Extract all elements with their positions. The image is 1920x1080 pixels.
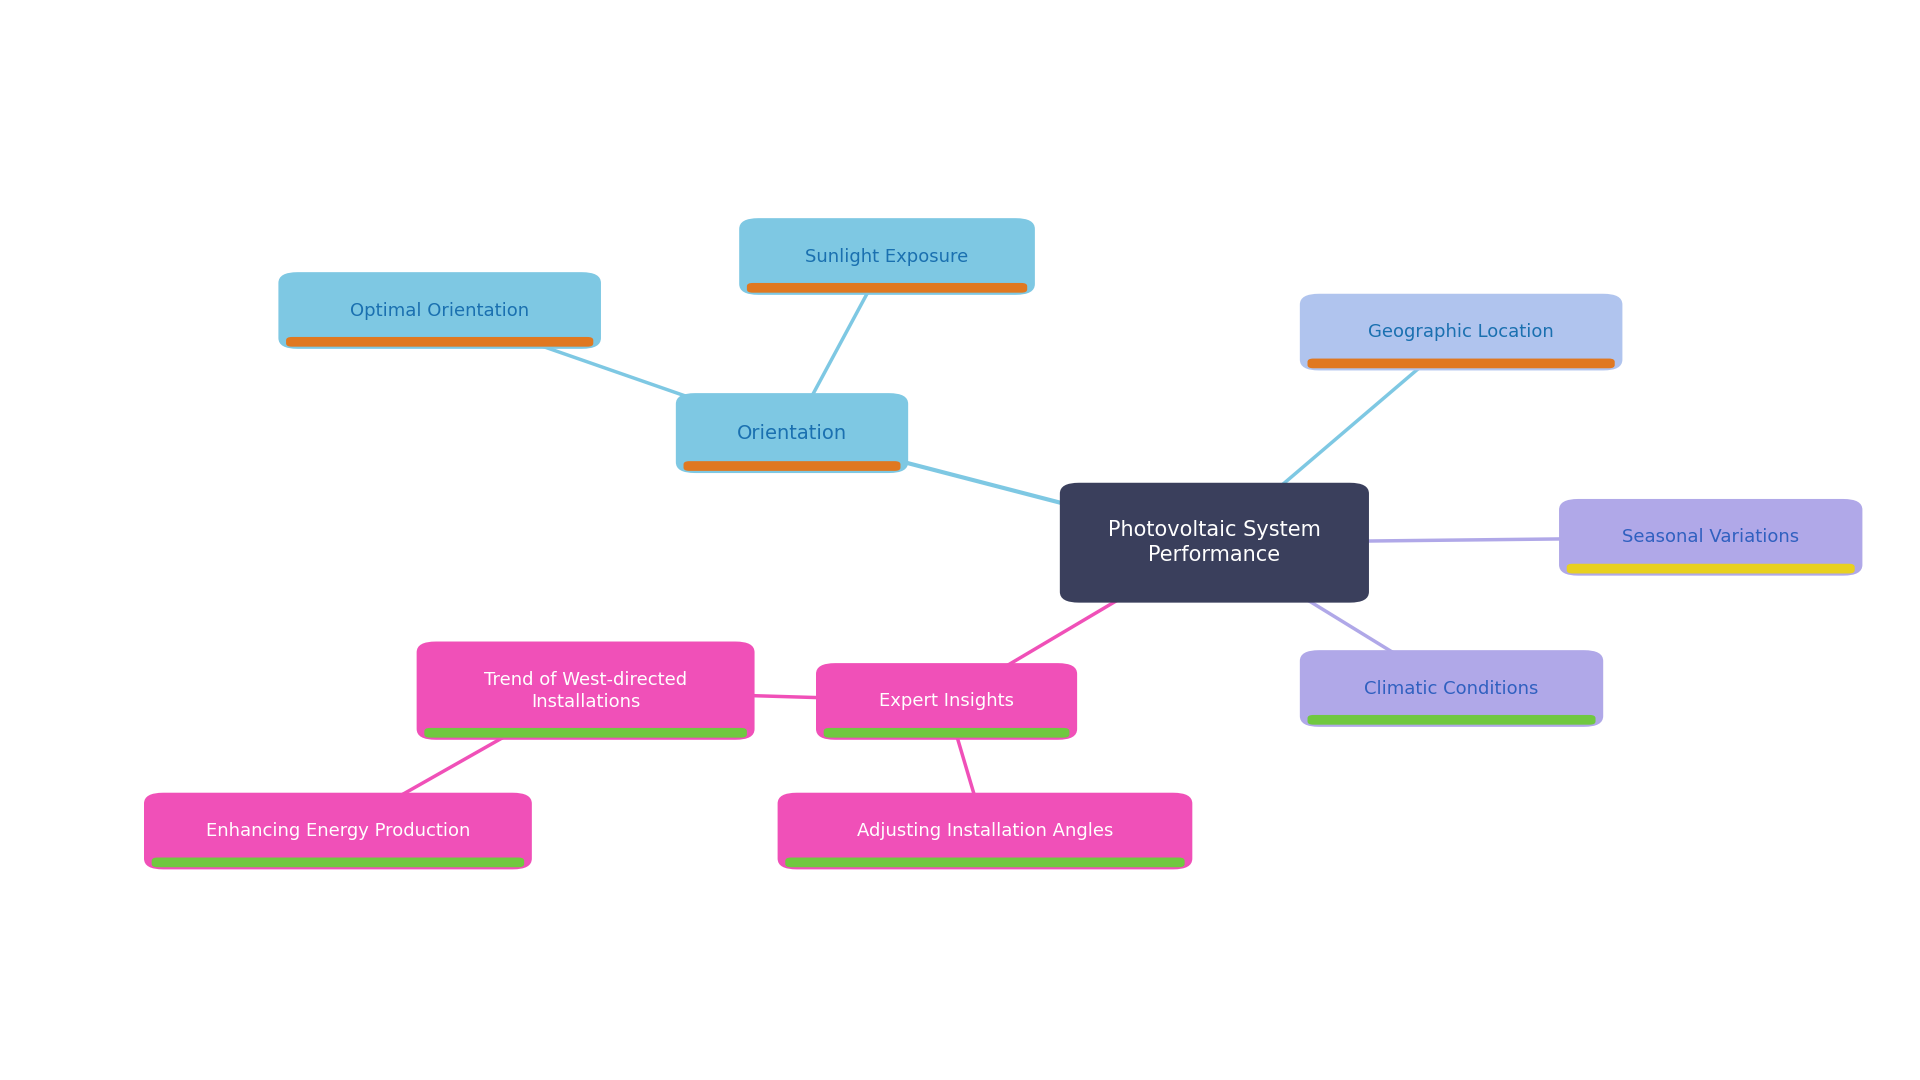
Text: Sunlight Exposure: Sunlight Exposure [804,247,970,266]
FancyBboxPatch shape [417,642,755,740]
FancyBboxPatch shape [1060,483,1369,603]
Text: Optimal Orientation: Optimal Orientation [349,301,530,320]
Text: Adjusting Installation Angles: Adjusting Installation Angles [856,822,1114,840]
FancyBboxPatch shape [747,283,1027,293]
Text: Photovoltaic System
Performance: Photovoltaic System Performance [1108,521,1321,565]
Text: Geographic Location: Geographic Location [1369,323,1553,341]
FancyBboxPatch shape [676,393,908,473]
Text: Orientation: Orientation [737,423,847,443]
FancyBboxPatch shape [1308,359,1615,368]
Text: Climatic Conditions: Climatic Conditions [1365,679,1538,698]
FancyBboxPatch shape [1300,294,1622,370]
Text: Trend of West-directed
Installations: Trend of West-directed Installations [484,671,687,711]
FancyBboxPatch shape [785,858,1185,867]
FancyBboxPatch shape [1308,715,1596,725]
FancyBboxPatch shape [286,337,593,347]
Text: Expert Insights: Expert Insights [879,692,1014,711]
FancyBboxPatch shape [1567,564,1855,573]
FancyBboxPatch shape [824,728,1069,738]
Text: Enhancing Energy Production: Enhancing Energy Production [205,822,470,840]
FancyBboxPatch shape [684,461,900,471]
FancyBboxPatch shape [816,663,1077,740]
FancyBboxPatch shape [278,272,601,349]
FancyBboxPatch shape [1559,499,1862,576]
FancyBboxPatch shape [739,218,1035,295]
FancyBboxPatch shape [778,793,1192,869]
FancyBboxPatch shape [1300,650,1603,727]
Text: Seasonal Variations: Seasonal Variations [1622,528,1799,546]
FancyBboxPatch shape [152,858,524,867]
FancyBboxPatch shape [144,793,532,869]
FancyBboxPatch shape [424,728,747,738]
